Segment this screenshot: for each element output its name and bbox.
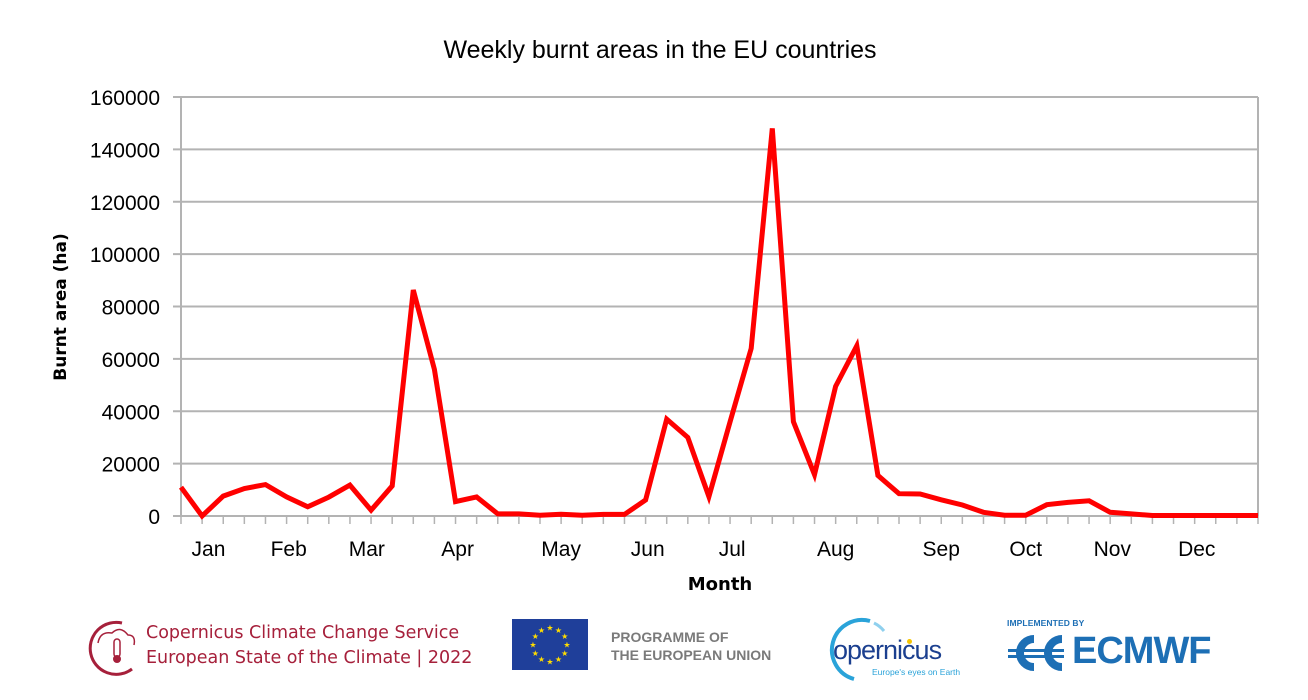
eu-line-2: THE EUROPEAN UNION [611,647,772,663]
y-tick-label: 100000 [90,244,160,267]
svg-text:★: ★ [532,632,539,641]
y-tick-label: 0 [148,506,160,529]
svg-text:★: ★ [561,649,568,658]
gridlines [173,96,1258,517]
svg-text:★: ★ [563,641,570,650]
x-axis-ticks [180,516,1259,524]
y-tick-label: 80000 [102,297,160,320]
burnt-area-series-line [178,128,1258,520]
x-axis-month-labels: Jan Feb Mar Apr May Jun Jul Aug Sep Oct Nov Dec [192,538,1216,561]
svg-text:★: ★ [546,624,553,633]
copernicus-wordmark: opernicus [833,635,942,665]
y-axis-title: Burnt area (ha) [51,233,71,380]
x-tick-label: Feb [271,538,307,561]
x-tick-label: Mar [349,538,385,561]
c3s-cloud-thermometer-icon [88,620,136,676]
y-tick-label: 20000 [102,454,160,477]
y-tick-label: 140000 [90,139,160,162]
ecmwf-symbol-icon [1008,635,1064,671]
copernicus-dot [907,639,912,644]
eu-flag-icon: ★ ★ ★ ★ ★ ★ ★ ★ ★ ★ ★ ★ [512,619,588,670]
x-tick-label: May [541,538,581,561]
footer-logos: Copernicus Climate Change Service Europe… [0,605,1308,695]
x-tick-label: Jun [631,538,665,561]
svg-text:★: ★ [538,655,545,664]
c3s-service-name: Copernicus Climate Change Service [146,623,460,643]
svg-text:★: ★ [555,626,562,635]
x-tick-label: Sep [923,538,960,561]
burnt-area-chart: Weekly burnt areas in the EU countries 0… [51,36,1259,595]
copernicus-tagline: Europe's eyes on Earth [872,667,961,677]
c3s-logo: Copernicus Climate Change Service Europe… [82,617,502,677]
y-tick-label: 160000 [90,87,160,110]
x-tick-label: Aug [817,538,854,561]
svg-text:★: ★ [529,641,536,650]
x-tick-label: Oct [1009,538,1042,561]
ecmwf-logo: IMPLEMENTED BY ECMWF [1004,617,1224,677]
svg-text:★: ★ [538,626,545,635]
c3s-text: Copernicus Climate Change Service Europe… [146,621,472,671]
x-tick-label: Nov [1094,538,1132,561]
copernicus-swoosh-icon [829,617,886,681]
copernicus-logo: opernicus Europe's eyes on Earth [814,617,974,683]
chart-title: Weekly burnt areas in the EU countries [443,36,876,64]
x-axis-title: Month [688,574,753,595]
x-tick-label: Dec [1178,538,1215,561]
x-tick-label: Jul [719,538,746,561]
x-tick-label: Apr [441,538,474,561]
svg-text:★: ★ [532,649,539,658]
svg-text:★: ★ [546,658,553,667]
ecmwf-implemented-by: IMPLEMENTED BY [1007,618,1085,628]
eu-programme-text: PROGRAMME OF THE EUROPEAN UNION [611,628,771,664]
svg-text:★: ★ [561,632,568,641]
eu-line-1: PROGRAMME OF [611,629,729,645]
y-tick-label: 40000 [102,401,160,424]
ecmwf-wordmark: ECMWF [1072,630,1212,672]
x-tick-label: Jan [192,538,226,561]
y-axis-tick-labels: 0 20000 40000 60000 80000 100000 120000 140000 1… [90,87,160,529]
y-tick-label: 120000 [90,192,160,215]
y-tick-label: 60000 [102,349,160,372]
svg-text:★: ★ [555,655,562,664]
c3s-report-name: European State of the Climate | 2022 [146,648,473,668]
